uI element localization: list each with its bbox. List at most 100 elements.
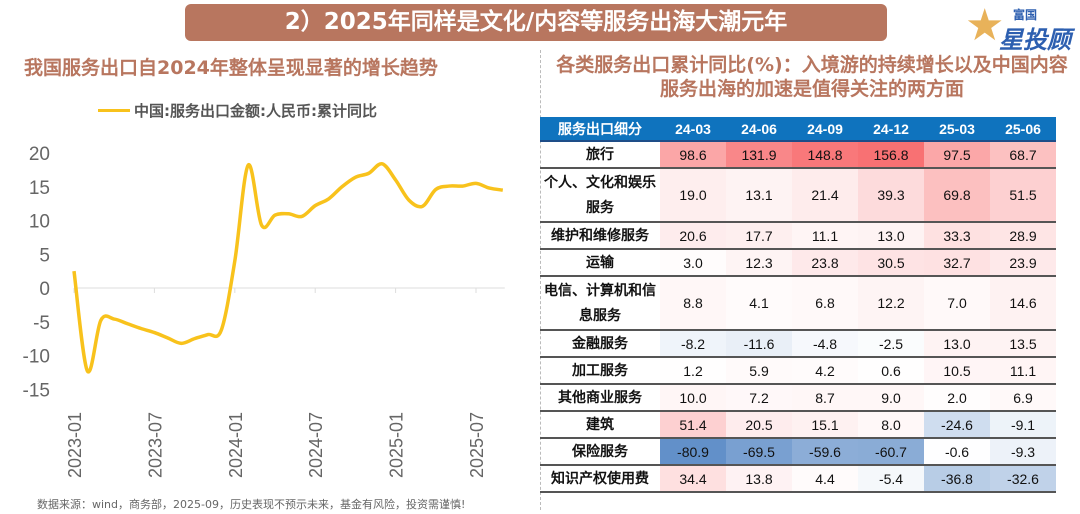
value-cell: -5.4 [858,465,924,493]
value-cell: 10.0 [660,384,726,412]
row-category: 金融服务 [540,330,660,358]
y-tick-label: -5 [33,313,50,334]
table-row: 个人、文化和娱乐服务 19.0 13.1 21.4 39.3 69.8 51.5 [540,168,1056,223]
right-subtitle: 各类服务出口累计同比(%)：入境游的持续增长以及中国内容服务出海的加速是值得关注… [556,54,1068,100]
source-footnote: 数据来源：wind，商务部，2025-09，历史表现不预示未来，基金有风险，投资… [37,498,466,511]
column-header: 25-03 [924,117,990,142]
value-cell: -32.6 [990,465,1056,493]
value-cell: 2.0 [924,384,990,412]
row-category: 个人、文化和娱乐服务 [540,168,660,223]
row-category: 运输 [540,249,660,277]
y-tick-label: -10 [23,347,50,368]
value-cell: 7.0 [924,276,990,331]
column-header: 24-09 [792,117,858,142]
value-cell: 13.1 [726,168,792,223]
value-cell: 97.5 [924,141,990,169]
row-category: 其他商业服务 [540,384,660,412]
value-cell: 98.6 [660,141,726,169]
y-tick-label: 15 [29,178,50,199]
value-cell: -24.6 [924,411,990,439]
x-tick-label: 2025-07 [467,412,487,478]
column-header: 服务出口细分 [540,117,660,142]
brand-logo: ★ 富国 星投顾 [965,0,1075,55]
value-cell: 12.3 [726,249,792,277]
x-tick-label: 2023-07 [145,412,165,478]
line-chart: 20 15 10 5 0 -5 -10 -15 2023-01 2023-07 2024-01 202… [23,144,505,478]
row-category: 旅行 [540,141,660,169]
value-cell: 10.5 [924,357,990,385]
value-cell: 4.1 [726,276,792,331]
row-category: 维护和维修服务 [540,222,660,250]
y-tick-label: 0 [39,279,50,300]
value-cell: 8.7 [792,384,858,412]
y-tick-label: -15 [23,380,50,401]
value-cell: -11.6 [726,330,792,358]
table-row: 加工服务 1.2 5.9 4.2 0.6 10.5 11.1 [540,357,1056,385]
value-cell: 4.2 [792,357,858,385]
value-cell: 131.9 [726,141,792,169]
value-cell: 156.8 [858,141,924,169]
value-cell: 1.2 [660,357,726,385]
row-category: 保险服务 [540,438,660,466]
value-cell: 8.0 [858,411,924,439]
x-tick-label: 2025-01 [387,412,407,478]
value-cell: 23.8 [792,249,858,277]
value-cell: 12.2 [858,276,924,331]
value-cell: -9.3 [990,438,1056,466]
value-cell: -60.7 [858,438,924,466]
legend-label: 中国:服务出口金额:人民币:累计同比 [134,102,377,120]
value-cell: 68.7 [990,141,1056,169]
table-row: 保险服务 -80.9 -69.5 -59.6 -60.7 -0.6 -9.3 [540,438,1056,466]
chart-legend: 中国:服务出口金额:人民币:累计同比 [98,100,377,121]
value-cell: 30.5 [858,249,924,277]
table-row: 其他商业服务 10.0 7.2 8.7 9.0 2.0 6.9 [540,384,1056,412]
value-cell: -0.6 [924,438,990,466]
value-cell: -59.6 [792,438,858,466]
logo-top-text: 富国 [1013,8,1038,22]
table-row: 知识产权使用费 34.4 13.8 4.4 -5.4 -36.8 -32.6 [540,465,1056,493]
value-cell: -69.5 [726,438,792,466]
value-cell: 9.0 [858,384,924,412]
value-cell: 19.0 [660,168,726,223]
legend-swatch [98,109,130,112]
column-header: 25-06 [990,117,1056,142]
value-cell: -2.5 [858,330,924,358]
value-cell: 6.8 [792,276,858,331]
service-export-table: 服务出口细分 24-03 24-06 24-09 24-12 25-03 25-06 旅行 9… [540,117,1056,493]
table-row: 维护和维修服务 20.6 17.7 11.1 13.0 33.3 28.9 [540,222,1056,250]
value-cell: 13.8 [726,465,792,493]
value-cell: 11.1 [990,357,1056,385]
row-category: 知识产权使用费 [540,465,660,493]
value-cell: 15.1 [792,411,858,439]
value-cell: 17.7 [726,222,792,250]
value-cell: 13.0 [924,330,990,358]
table-row: 电信、计算机和信息服务 8.8 4.1 6.8 12.2 7.0 14.6 [540,276,1056,331]
value-cell: 39.3 [858,168,924,223]
value-cell: 51.4 [660,411,726,439]
row-category: 电信、计算机和信息服务 [540,276,660,331]
left-subtitle: 我国服务出口自2024年整体呈现显著的增长趋势 [24,57,438,79]
value-cell: -8.2 [660,330,726,358]
value-cell: 33.3 [924,222,990,250]
value-cell: 3.0 [660,249,726,277]
value-cell: 51.5 [990,168,1056,223]
table-row: 旅行 98.6 131.9 148.8 156.8 97.5 68.7 [540,141,1056,169]
star-icon: ★ [965,0,1005,51]
column-header: 24-03 [660,117,726,142]
table-row: 运输 3.0 12.3 23.8 30.5 32.7 23.9 [540,249,1056,277]
row-category: 建筑 [540,411,660,439]
value-cell: -80.9 [660,438,726,466]
value-cell: 0.6 [858,357,924,385]
value-cell: 34.4 [660,465,726,493]
value-cell: 28.9 [990,222,1056,250]
value-cell: 23.9 [990,249,1056,277]
value-cell: 4.4 [792,465,858,493]
value-cell: 20.5 [726,411,792,439]
value-cell: -4.8 [792,330,858,358]
slide-title-banner: 2）2025年同样是文化/内容等服务出海大潮元年 [185,4,887,41]
y-tick-label: 5 [39,245,50,266]
column-header: 24-06 [726,117,792,142]
value-cell: 69.8 [924,168,990,223]
table-header-row: 服务出口细分 24-03 24-06 24-09 24-12 25-03 25-06 [540,117,1056,142]
value-cell: 5.9 [726,357,792,385]
